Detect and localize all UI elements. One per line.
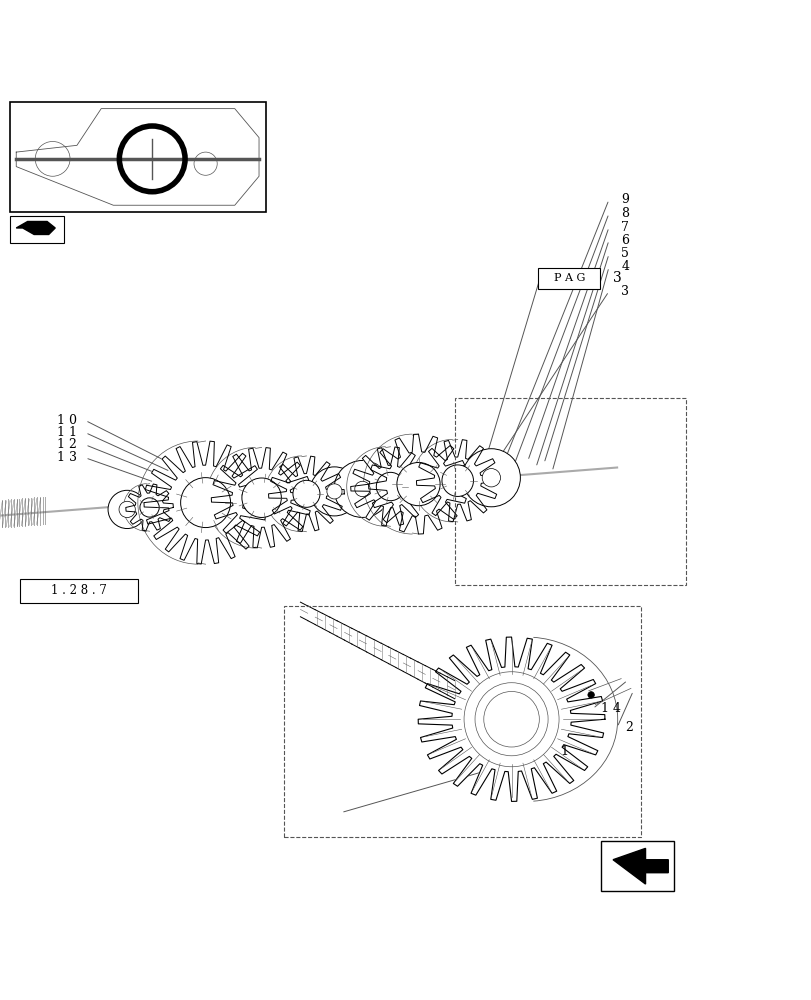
Text: 1 1: 1 1	[57, 426, 77, 439]
Text: 4: 4	[620, 260, 629, 273]
Circle shape	[139, 498, 159, 517]
Bar	[600, 841, 673, 891]
Circle shape	[327, 484, 341, 499]
Text: 1 . 2 8 . 7: 1 . 2 8 . 7	[51, 584, 107, 597]
Text: 8: 8	[620, 207, 629, 220]
Text: 3: 3	[620, 285, 629, 298]
Bar	[20, 579, 138, 603]
Text: 3: 3	[612, 271, 621, 285]
Bar	[10, 216, 64, 243]
Circle shape	[119, 501, 135, 518]
Polygon shape	[144, 441, 267, 564]
Circle shape	[354, 481, 370, 497]
Text: 6: 6	[620, 234, 629, 247]
Circle shape	[461, 449, 520, 507]
Text: 1: 1	[560, 745, 568, 758]
Circle shape	[397, 462, 440, 506]
Circle shape	[441, 465, 473, 496]
Polygon shape	[416, 440, 499, 522]
Text: 2: 2	[624, 721, 633, 734]
Circle shape	[482, 469, 500, 487]
Polygon shape	[16, 221, 55, 234]
Circle shape	[242, 478, 281, 517]
Polygon shape	[350, 447, 430, 526]
Polygon shape	[368, 434, 468, 534]
Text: 1 4: 1 4	[600, 702, 620, 715]
Text: 1 2: 1 2	[58, 438, 77, 451]
Circle shape	[333, 460, 390, 517]
Polygon shape	[612, 848, 667, 884]
Text: 7: 7	[620, 221, 629, 234]
Text: 1 3: 1 3	[57, 451, 77, 464]
Circle shape	[108, 490, 146, 529]
Bar	[284, 606, 641, 837]
Text: 5: 5	[620, 247, 629, 260]
Circle shape	[310, 467, 358, 516]
FancyBboxPatch shape	[538, 268, 599, 289]
Polygon shape	[126, 484, 173, 531]
Text: P A G: P A G	[553, 273, 584, 283]
Bar	[454, 398, 685, 585]
Polygon shape	[268, 456, 344, 531]
Text: 1 0: 1 0	[57, 414, 77, 427]
Bar	[10, 102, 265, 212]
Polygon shape	[211, 448, 311, 548]
Text: 9: 9	[620, 193, 629, 206]
Polygon shape	[418, 637, 604, 801]
Circle shape	[180, 478, 230, 528]
Circle shape	[375, 472, 404, 501]
Circle shape	[587, 692, 594, 698]
Circle shape	[293, 480, 320, 507]
